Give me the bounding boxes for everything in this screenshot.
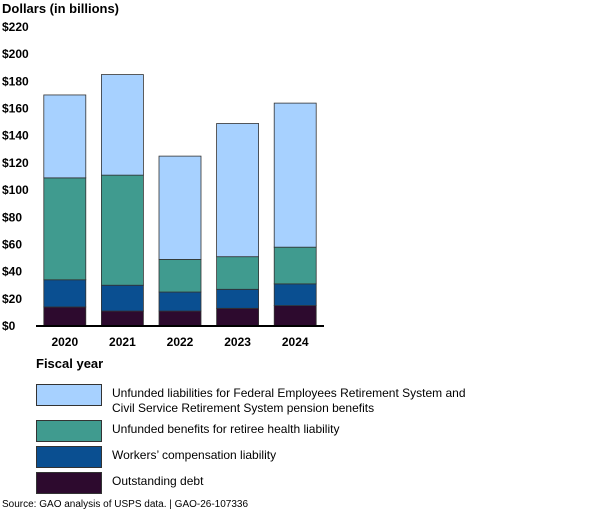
bar-segment xyxy=(158,155,202,260)
y-tick-label: $220 xyxy=(2,20,29,34)
bar-segment xyxy=(101,74,144,176)
bar-segment xyxy=(43,279,87,308)
bar-segment xyxy=(273,246,317,285)
x-axis-ticks: 2020 2021 2022 2023 2024 xyxy=(51,335,308,349)
y-tick-label: $180 xyxy=(2,74,29,88)
x-axis-label: Fiscal year xyxy=(36,356,103,371)
y-tick-label: $120 xyxy=(2,156,29,170)
bar-segment xyxy=(43,94,87,179)
bar-segment xyxy=(273,102,317,248)
bar-segment xyxy=(158,310,202,327)
bar-segment xyxy=(158,259,202,293)
bar-segment xyxy=(273,283,317,307)
y-tick-label: $0 xyxy=(2,319,16,333)
bar-segment xyxy=(273,305,317,327)
bar-segment xyxy=(101,310,144,327)
legend-item: Unfunded benefits for retiree health lia… xyxy=(36,420,466,442)
bar-segment xyxy=(43,306,87,327)
bars xyxy=(43,74,317,327)
legend-label: Unfunded benefits for retiree health lia… xyxy=(112,422,340,436)
legend-swatch xyxy=(36,420,102,442)
y-tick-label: $160 xyxy=(2,102,29,116)
bar-segment xyxy=(158,291,202,312)
x-tick-label: 2023 xyxy=(224,335,251,349)
x-tick-label: 2020 xyxy=(51,335,78,349)
x-tick-label: 2024 xyxy=(282,335,309,349)
y-tick-label: $200 xyxy=(2,47,29,61)
bar-segment xyxy=(43,177,87,281)
bar-segment xyxy=(216,307,260,327)
bar-segment xyxy=(216,256,260,290)
legend-item: Workers’ compensation liability xyxy=(36,446,466,468)
bar-segment xyxy=(216,288,260,309)
y-tick-label: $140 xyxy=(2,129,29,143)
y-tick-label: $100 xyxy=(2,183,29,197)
legend-swatch xyxy=(36,384,102,406)
y-tick-label: $20 xyxy=(2,292,22,306)
y-tick-label: $40 xyxy=(2,265,22,279)
bar-segment xyxy=(101,284,144,312)
legend-swatch xyxy=(36,446,102,468)
legend: Unfunded liabilities for Federal Employe… xyxy=(36,384,466,498)
bar-segment xyxy=(216,123,260,258)
legend-label: Outstanding debt xyxy=(112,474,204,488)
legend-item: Outstanding debt xyxy=(36,472,466,494)
y-tick-label: $80 xyxy=(2,210,22,224)
chart: Dollars (in billions) Fiscal year $0$20$… xyxy=(2,1,324,371)
source-note: Source: GAO analysis of USPS data. | GAO… xyxy=(2,499,249,510)
bar-segment xyxy=(101,174,144,286)
y-axis-ticks: $0 $20 $40 $60 $80 $100 $120 $140 $160 $180 $200 $2… xyxy=(2,20,29,333)
x-tick-label: 2022 xyxy=(167,335,194,349)
legend-label: Workers’ compensation liability xyxy=(112,448,277,462)
legend-swatch xyxy=(36,472,102,494)
y-tick-label: $60 xyxy=(2,237,22,251)
legend-item: Unfunded liabilities for Federal Employe… xyxy=(36,384,466,416)
legend-label: Unfunded liabilities for Federal Employe… xyxy=(112,386,466,415)
y-axis-label: Dollars (in billions) xyxy=(2,1,119,16)
x-tick-label: 2021 xyxy=(109,335,136,349)
